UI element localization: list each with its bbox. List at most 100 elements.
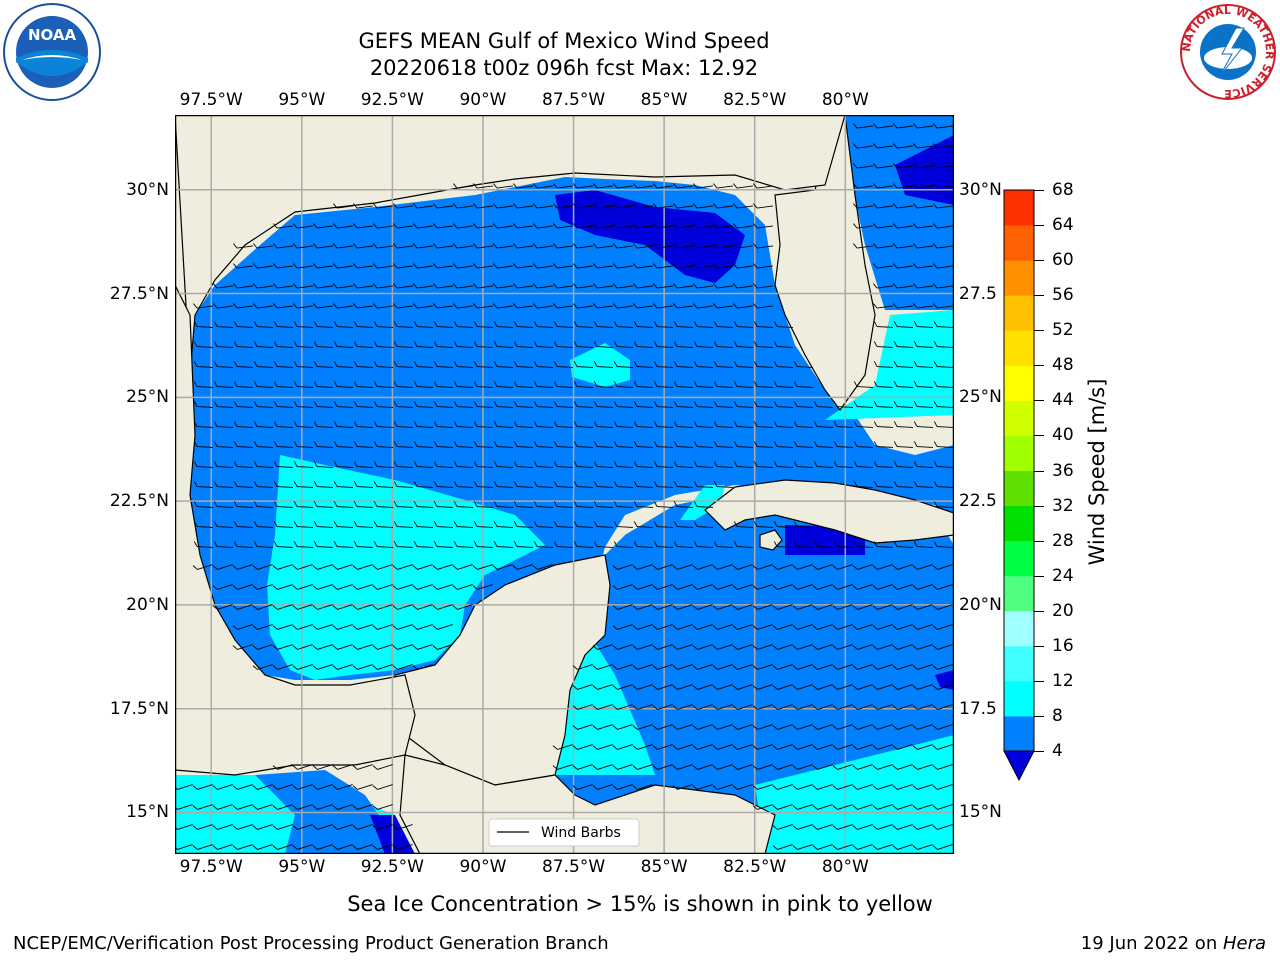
wind-barb — [332, 764, 353, 770]
wind-barb — [773, 341, 794, 348]
florida-peninsula — [774, 115, 876, 412]
wind-barb — [593, 341, 614, 348]
wind-barb — [473, 541, 494, 548]
wind-barb — [332, 644, 353, 650]
wind-barb — [373, 401, 394, 408]
yucatan-channel-8-12 — [680, 485, 725, 520]
wind-barb — [712, 684, 733, 690]
wind-barb — [573, 521, 594, 528]
wind-barb — [653, 501, 674, 508]
wind-barb — [353, 283, 373, 289]
wind-barb — [713, 381, 734, 388]
wind-barb — [852, 764, 873, 770]
wind-barb — [353, 481, 374, 488]
wind-barb — [373, 381, 394, 388]
wind-barb — [573, 223, 593, 229]
wind-barb — [873, 283, 893, 289]
wind-barb — [573, 243, 593, 249]
wind-barb — [493, 521, 514, 528]
wind-barb — [633, 183, 653, 189]
wind-barb — [353, 321, 374, 328]
wind-barb — [713, 223, 733, 229]
colorbar-tick-mark — [1034, 400, 1044, 402]
wind-barb — [933, 481, 954, 488]
wind-barb — [593, 263, 613, 269]
colorbar-tick-mark — [1034, 260, 1044, 262]
wind-barb — [553, 303, 573, 309]
wind-barb — [933, 501, 954, 508]
wind-barb — [313, 381, 334, 388]
wind-barb — [672, 784, 693, 790]
wind-barb — [553, 361, 574, 368]
wind-barb — [432, 584, 453, 590]
wind-barb — [713, 541, 734, 548]
lat-tick-right: 17.5 — [959, 698, 997, 719]
wind-barb — [553, 283, 573, 289]
wind-barb — [372, 604, 393, 610]
wind-barb — [373, 321, 394, 328]
wind-barb — [393, 203, 413, 209]
wind-barb — [453, 541, 474, 548]
colorbar-tick-mark — [1034, 330, 1044, 332]
wind-barb — [333, 203, 353, 209]
wind-barb — [392, 604, 413, 610]
wind-barb — [492, 564, 513, 570]
wind-barb — [473, 321, 494, 328]
wind-barb — [433, 361, 454, 368]
wind-barb — [513, 263, 533, 269]
wind-barb — [892, 784, 913, 790]
sea-ice-note: Sea Ice Concentration > 15% is shown in … — [347, 892, 933, 916]
wind-barb — [853, 163, 873, 169]
colorbar-tick-mark — [1034, 365, 1044, 367]
wind-barb — [852, 784, 873, 790]
wind-barb — [772, 604, 793, 610]
wind-barb — [673, 421, 694, 428]
wind-barb — [913, 123, 933, 129]
wind-barb — [932, 804, 953, 810]
wind-barb — [792, 564, 813, 570]
wind-barb — [573, 481, 594, 488]
wind-barb — [733, 541, 754, 548]
wind-barb — [373, 303, 393, 309]
wind-barb — [433, 263, 453, 269]
wind-barb — [613, 321, 634, 328]
wind-barb — [792, 724, 813, 730]
wind-barb — [212, 824, 233, 830]
wind-barb — [692, 764, 713, 770]
wind-barb — [633, 501, 654, 508]
colorbar-band — [1004, 435, 1034, 471]
wind-barb — [552, 744, 573, 750]
wind-barb — [313, 501, 334, 508]
wind-barb — [293, 223, 313, 229]
wind-barb — [233, 283, 253, 289]
noaa-logo-text: NOAA — [28, 26, 77, 44]
lon-tick-top: 97.5°W — [179, 90, 243, 110]
wind-barb — [433, 481, 454, 488]
lat-tick-right: 27.5 — [959, 283, 997, 304]
wind-barb — [633, 263, 653, 269]
colorbar-tick-mark — [1034, 295, 1044, 297]
wind-barb — [253, 541, 274, 548]
wind-barb — [852, 644, 873, 650]
wind-barb — [313, 541, 334, 548]
wind-barb — [853, 243, 873, 249]
colorbar-tick-mark — [1034, 751, 1044, 752]
wind-barb — [732, 564, 753, 570]
wind-barb — [533, 263, 553, 269]
wind-barb — [873, 481, 894, 488]
wind-barb — [573, 421, 594, 428]
wind-barb — [372, 644, 393, 650]
wind-barb — [293, 283, 313, 289]
lon-tick-top: 80°W — [821, 90, 869, 110]
wind-barb — [713, 263, 733, 269]
wind-barb — [233, 461, 254, 468]
wind-barb — [753, 521, 774, 528]
wind-barb — [653, 541, 674, 548]
wind-barb — [333, 341, 354, 348]
wind-barb — [692, 624, 713, 630]
wind-barb — [613, 481, 634, 488]
wind-barb — [712, 704, 733, 710]
lat-tick-left: 15°N — [126, 802, 169, 823]
wind-barb — [892, 584, 913, 590]
wind-barb — [873, 361, 894, 368]
